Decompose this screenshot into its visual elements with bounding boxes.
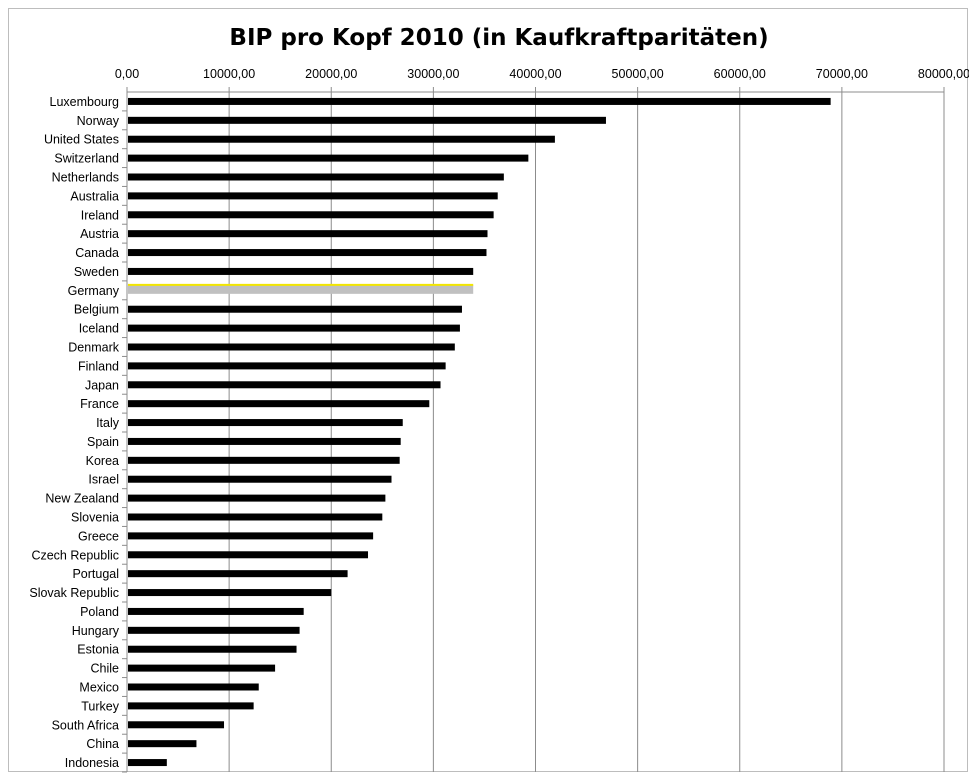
category-label: Chile — [91, 662, 120, 676]
bar-spain — [128, 437, 401, 445]
bar-canada — [128, 249, 487, 257]
x-tick-label: 0,00 — [115, 67, 139, 81]
bar-finland — [128, 362, 446, 370]
chart-frame: 0,00 10000,00 20000,00 30000,00 40000,00 5000… — [8, 8, 969, 773]
category-label: Mexico — [79, 681, 119, 695]
bar-israel — [128, 475, 392, 483]
bar-australia — [128, 192, 498, 200]
category-label: France — [80, 397, 119, 411]
category-label: Hungary — [72, 624, 120, 638]
bar-hungary — [128, 626, 300, 634]
category-label: Australia — [70, 189, 119, 203]
x-tick-label: 20000,00 — [305, 67, 357, 81]
bar-denmark — [128, 343, 455, 351]
bar-ireland — [128, 211, 494, 219]
bar-layer — [128, 97, 831, 767]
category-label: Canada — [75, 246, 119, 260]
category-label: Germany — [68, 284, 120, 298]
category-label: Denmark — [68, 341, 119, 355]
category-label: Luxembourg — [50, 95, 120, 109]
grid-layer — [228, 92, 945, 772]
x-tick-label: 10000,00 — [203, 67, 255, 81]
category-label: Ireland — [81, 208, 119, 222]
category-label: Italy — [96, 416, 120, 430]
bar-luxembourg — [128, 97, 831, 105]
x-tick-label: 50000,00 — [612, 67, 664, 81]
category-label: Korea — [86, 454, 119, 468]
bar-japan — [128, 381, 441, 389]
category-label: Turkey — [81, 699, 119, 713]
bar-france — [128, 400, 430, 408]
x-tick-label: 80000,00 — [918, 67, 969, 81]
x-tick-label: 30000,00 — [407, 67, 459, 81]
label-layer: Luxembourg Norway United States Switzerland… — [29, 95, 119, 770]
bar-indonesia — [128, 759, 167, 767]
bar-turkey — [128, 702, 254, 710]
bar-united-states — [128, 135, 555, 143]
category-label: Indonesia — [65, 756, 119, 770]
category-label: Spain — [87, 435, 119, 449]
category-label: Japan — [85, 378, 119, 392]
bar-poland — [128, 607, 304, 615]
category-label: Norway — [77, 114, 120, 128]
bar-netherlands — [128, 173, 504, 181]
bar-belgium — [128, 305, 462, 313]
bar-norway — [128, 116, 606, 124]
bar-sweden — [128, 267, 474, 275]
category-label: Greece — [78, 529, 119, 543]
x-tick-label: 40000,00 — [509, 67, 561, 81]
category-label: Slovenia — [71, 511, 119, 525]
category-label: United States — [44, 133, 119, 147]
category-label: Poland — [80, 605, 119, 619]
bar-portugal — [128, 570, 348, 578]
chart-title: BIP pro Kopf 2010 (in Kaufkraftparitäten… — [229, 25, 768, 51]
category-label: Estonia — [77, 643, 119, 657]
bar-austria — [128, 230, 488, 238]
bar-iceland — [128, 324, 460, 332]
category-label: China — [86, 737, 119, 751]
category-label: Netherlands — [52, 171, 119, 185]
category-label: Switzerland — [54, 152, 119, 166]
bar-korea — [128, 456, 400, 464]
category-label: Portugal — [72, 567, 119, 581]
category-label: Belgium — [74, 303, 119, 317]
x-tick-label: 60000,00 — [714, 67, 766, 81]
bar-chile — [128, 664, 276, 672]
category-label: Sweden — [74, 265, 119, 279]
bar-slovak-republic — [128, 589, 332, 597]
bar-chart: 0,00 10000,00 20000,00 30000,00 40000,00 5000… — [29, 25, 969, 773]
category-label: Czech Republic — [31, 548, 119, 562]
bar-slovenia — [128, 513, 383, 521]
category-label: New Zealand — [45, 492, 119, 506]
bar-germany — [128, 284, 474, 294]
category-label: Slovak Republic — [29, 586, 119, 600]
category-label: Iceland — [79, 322, 119, 336]
bar-estonia — [128, 645, 297, 653]
bar-czech-republic — [128, 551, 369, 559]
category-label: Austria — [80, 227, 119, 241]
bar-mexico — [128, 683, 259, 691]
x-tick-label: 70000,00 — [816, 67, 868, 81]
bar-greece — [128, 532, 374, 540]
bar-switzerland — [128, 154, 529, 162]
category-label: Israel — [88, 473, 119, 487]
axis-layer: 0,00 10000,00 20000,00 30000,00 40000,00 5000… — [115, 67, 969, 773]
bar-italy — [128, 419, 403, 427]
category-label: South Africa — [52, 718, 119, 732]
category-label: Finland — [78, 359, 119, 373]
bar-new-zealand — [128, 494, 386, 502]
bar-south-africa — [128, 721, 225, 729]
bar-china — [128, 740, 197, 748]
